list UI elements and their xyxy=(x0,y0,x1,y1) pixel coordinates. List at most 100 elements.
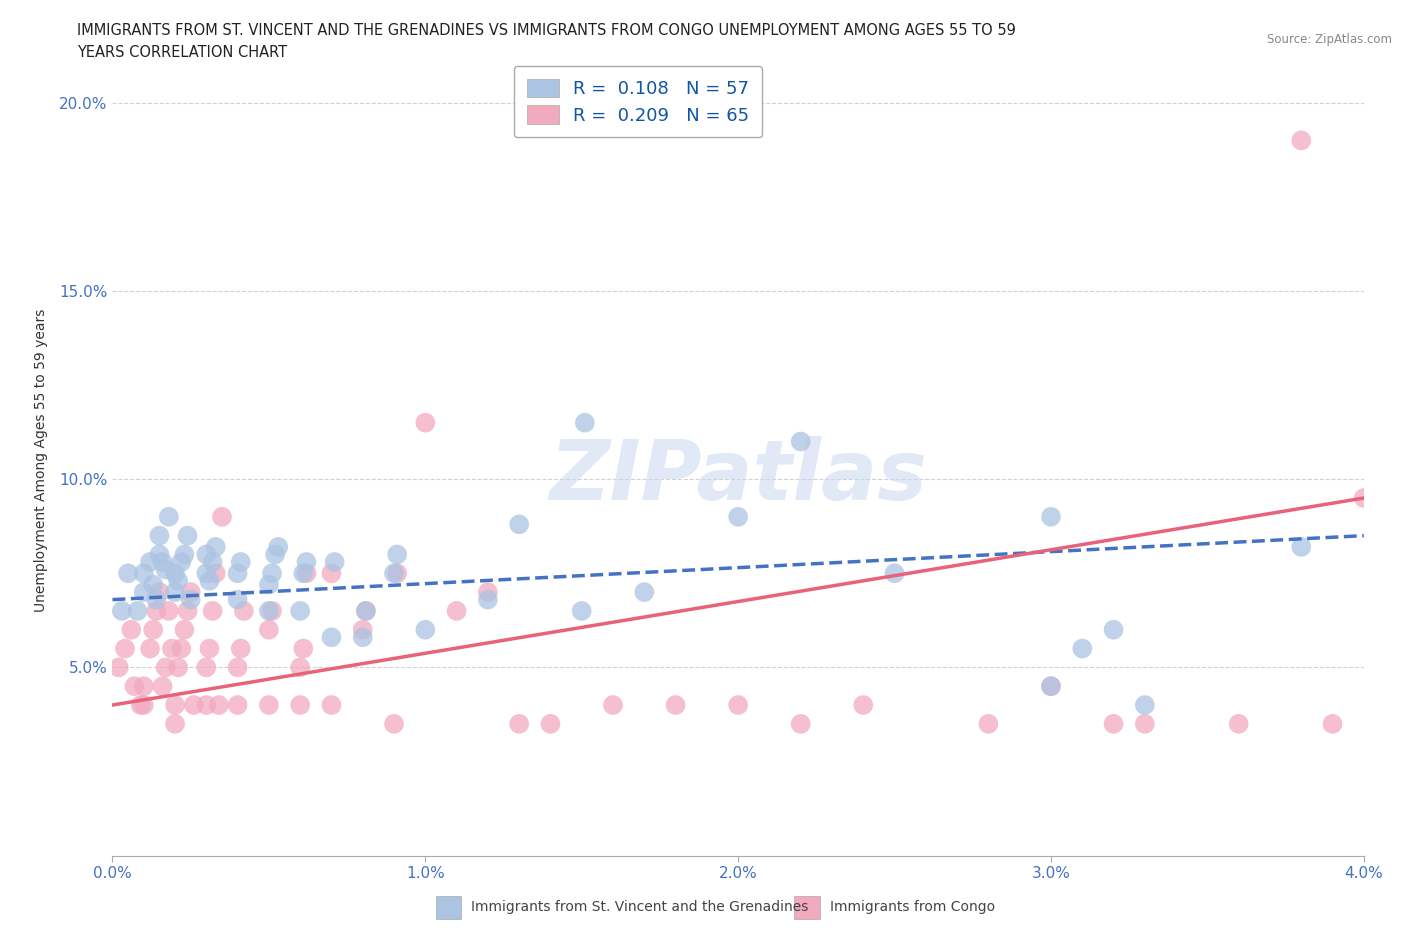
Point xyxy=(163,565,186,580)
Point xyxy=(173,547,195,562)
Point xyxy=(385,565,408,580)
Point xyxy=(727,510,749,525)
Point xyxy=(201,554,224,569)
Point xyxy=(229,554,252,569)
Point xyxy=(167,660,190,675)
Text: Immigrants from St. Vincent and the Grenadines: Immigrants from St. Vincent and the Gren… xyxy=(471,899,808,914)
Point xyxy=(1071,641,1094,656)
Point xyxy=(260,604,283,618)
Point xyxy=(1039,679,1063,694)
Point xyxy=(267,539,290,554)
Point xyxy=(385,547,408,562)
Point xyxy=(229,641,252,656)
Point xyxy=(117,565,139,580)
Point xyxy=(1291,539,1313,554)
Point xyxy=(120,622,142,637)
Point xyxy=(226,592,249,607)
Point xyxy=(232,604,254,618)
Point xyxy=(290,660,312,675)
Text: YEARS CORRELATION CHART: YEARS CORRELATION CHART xyxy=(77,45,287,60)
Point xyxy=(107,660,129,675)
Point xyxy=(114,641,136,656)
Point xyxy=(292,565,315,580)
Point xyxy=(257,604,280,618)
Point xyxy=(789,434,811,449)
Point xyxy=(321,630,343,644)
Point xyxy=(163,698,186,712)
Text: IMMIGRANTS FROM ST. VINCENT AND THE GRENADINES VS IMMIGRANTS FROM CONGO UNEMPLOY: IMMIGRANTS FROM ST. VINCENT AND THE GREN… xyxy=(77,23,1017,38)
Point xyxy=(602,698,624,712)
Legend: R =  0.108   N = 57, R =  0.209   N = 65: R = 0.108 N = 57, R = 0.209 N = 65 xyxy=(513,66,762,138)
Point xyxy=(148,585,170,600)
Point xyxy=(226,565,249,580)
Point xyxy=(195,698,218,712)
Point xyxy=(727,698,749,712)
Point xyxy=(323,554,346,569)
Point xyxy=(132,679,155,694)
Point xyxy=(152,679,174,694)
Point xyxy=(170,641,193,656)
Point xyxy=(124,679,146,694)
Point xyxy=(508,716,530,731)
Point xyxy=(477,592,499,607)
Text: ZIPatlas: ZIPatlas xyxy=(550,435,927,517)
Point xyxy=(1039,679,1063,694)
Point xyxy=(163,585,186,600)
Point xyxy=(477,585,499,600)
Point xyxy=(173,622,195,637)
Point xyxy=(292,641,315,656)
Point xyxy=(145,604,167,618)
Point xyxy=(139,554,162,569)
Point xyxy=(633,585,655,600)
Point xyxy=(167,574,190,589)
Point xyxy=(260,565,283,580)
Point xyxy=(152,554,174,569)
Point xyxy=(183,698,205,712)
Point xyxy=(139,641,162,656)
Point xyxy=(211,510,233,525)
Point xyxy=(145,592,167,607)
Text: Source: ZipAtlas.com: Source: ZipAtlas.com xyxy=(1267,33,1392,46)
Point xyxy=(295,554,318,569)
Point xyxy=(201,604,224,618)
Point xyxy=(226,660,249,675)
Point xyxy=(111,604,134,618)
Point xyxy=(413,416,436,431)
Point xyxy=(195,565,218,580)
Point xyxy=(354,604,377,618)
Point xyxy=(538,716,561,731)
Point xyxy=(129,698,152,712)
Point xyxy=(142,622,165,637)
Point xyxy=(204,565,226,580)
Point xyxy=(208,698,231,712)
Point xyxy=(257,578,280,592)
Point xyxy=(571,604,593,618)
Point xyxy=(290,604,312,618)
Point xyxy=(1322,716,1344,731)
Point xyxy=(148,528,170,543)
Point xyxy=(157,510,180,525)
Point xyxy=(160,641,183,656)
Point xyxy=(1133,698,1156,712)
Point xyxy=(176,604,198,618)
Point xyxy=(257,622,280,637)
Point xyxy=(132,585,155,600)
Point xyxy=(295,565,318,580)
Point xyxy=(163,716,186,731)
Text: Immigrants from Congo: Immigrants from Congo xyxy=(830,899,994,914)
Point xyxy=(290,698,312,712)
Point xyxy=(664,698,686,712)
Point xyxy=(198,641,221,656)
Point xyxy=(198,574,221,589)
Point xyxy=(574,416,596,431)
Point xyxy=(180,585,202,600)
Point xyxy=(354,604,377,618)
Point xyxy=(977,716,1000,731)
Point xyxy=(176,528,198,543)
Point xyxy=(1227,716,1250,731)
Point xyxy=(1133,716,1156,731)
Point xyxy=(413,622,436,637)
Point xyxy=(508,517,530,532)
Point xyxy=(382,565,405,580)
Point xyxy=(170,554,193,569)
